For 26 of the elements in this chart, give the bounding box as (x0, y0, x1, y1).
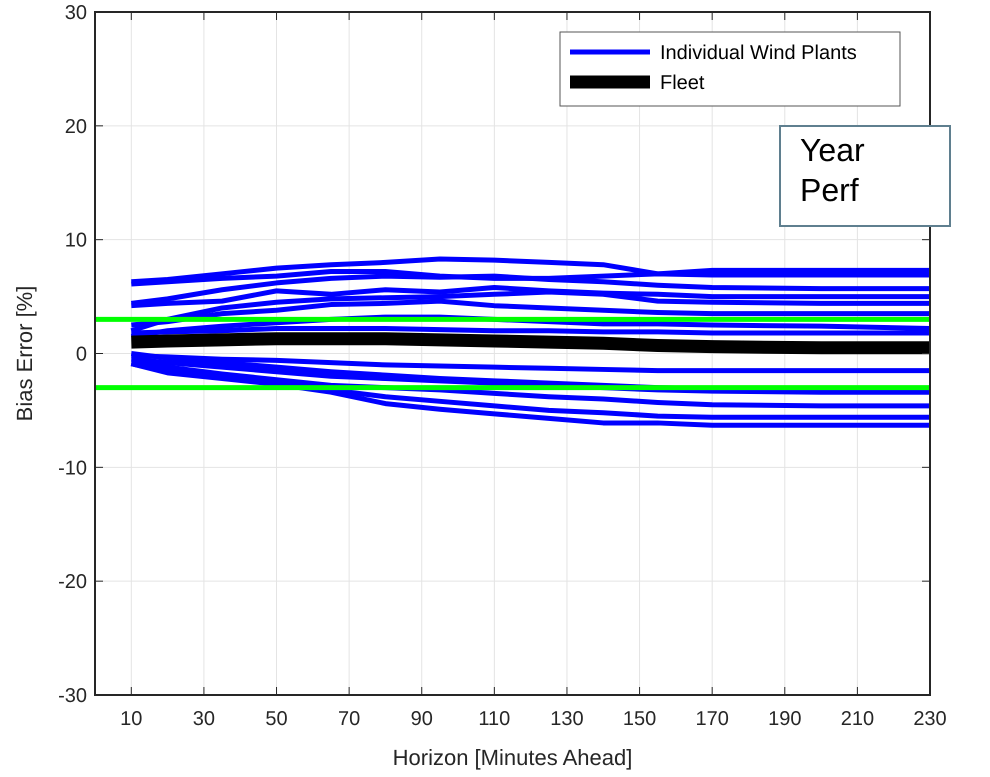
x-tick-label: 70 (338, 708, 360, 730)
annotation: Year (800, 132, 865, 168)
text-box: Year Perf (779, 125, 951, 227)
x-tick-label: 90 (410, 708, 433, 730)
y-tick-label: 20 (64, 116, 87, 138)
x-axis-title: Horizon [Minutes Ahead] (392, 745, 632, 770)
y-tick-label: -30 (58, 685, 87, 707)
y-tick-label: 10 (64, 230, 87, 252)
y-tick-label: 30 (64, 2, 87, 24)
x-tick-label: 30 (192, 708, 216, 730)
y-tick-label: -10 (58, 457, 87, 480)
x-tick-label: 150 (622, 708, 656, 730)
y-axis-title: Bias Error [%] (12, 286, 37, 422)
x-tick-label: 50 (265, 708, 288, 730)
x-tick-label: 230 (913, 708, 947, 730)
x-tick-label: 190 (768, 708, 802, 730)
x-tick-label: 210 (840, 708, 874, 730)
legend-label: Fleet (660, 72, 705, 94)
x-tick-label: 130 (550, 708, 584, 730)
x-tick-label: 10 (120, 708, 142, 730)
x-tick-label: 170 (695, 708, 729, 730)
x-tick-label: 110 (478, 708, 510, 730)
annotation: Perf (800, 172, 859, 208)
y-tick-label: -20 (58, 571, 87, 594)
y-tick-label: 0 (76, 344, 87, 366)
legend-label: Individual Wind Plants (660, 42, 857, 64)
